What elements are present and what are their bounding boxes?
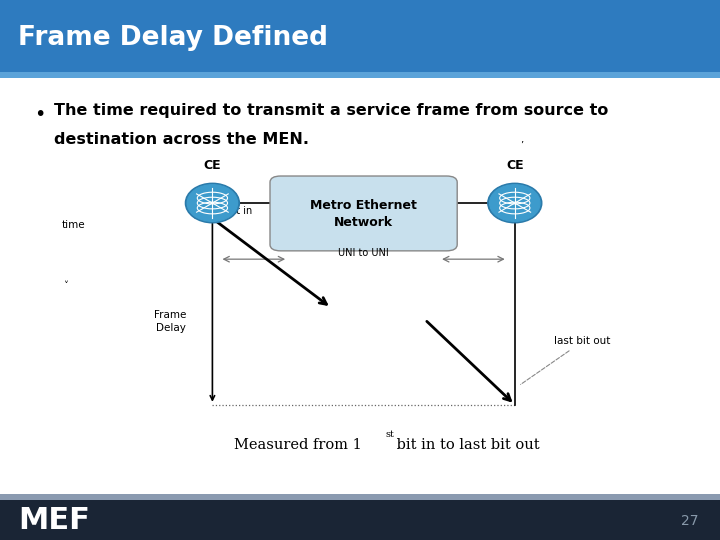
Text: UNI to UNI: UNI to UNI [338,247,389,258]
Text: ˅: ˅ [63,281,68,291]
Text: first bit in: first bit in [205,206,253,217]
FancyBboxPatch shape [0,0,720,78]
Text: bit in to last bit out: bit in to last bit out [392,438,539,452]
FancyBboxPatch shape [270,176,457,251]
Text: Frame Delay Defined: Frame Delay Defined [18,25,328,51]
FancyBboxPatch shape [0,494,720,500]
Text: MEF: MEF [18,506,90,535]
Text: •: • [35,105,46,124]
FancyBboxPatch shape [0,72,720,78]
Text: CE: CE [204,159,221,172]
Text: Measured from 1: Measured from 1 [234,438,361,452]
Text: Metro Ethernet: Metro Ethernet [310,199,417,212]
FancyBboxPatch shape [0,78,720,494]
Ellipse shape [488,183,541,223]
Text: last bit out: last bit out [521,336,611,384]
Text: The time required to transmit a service frame from source to: The time required to transmit a service … [54,103,608,118]
Text: CE: CE [506,159,523,172]
FancyBboxPatch shape [0,500,720,540]
Text: Network: Network [334,216,393,229]
Text: st: st [386,430,395,439]
Text: Frame
Delay: Frame Delay [155,310,186,333]
Text: time: time [61,220,85,230]
Ellipse shape [185,183,239,223]
Text: 27: 27 [681,514,698,528]
Ellipse shape [490,185,540,221]
Text: destination across the MEN.: destination across the MEN. [54,132,309,147]
Text: ’: ’ [521,141,523,151]
Ellipse shape [187,185,238,221]
